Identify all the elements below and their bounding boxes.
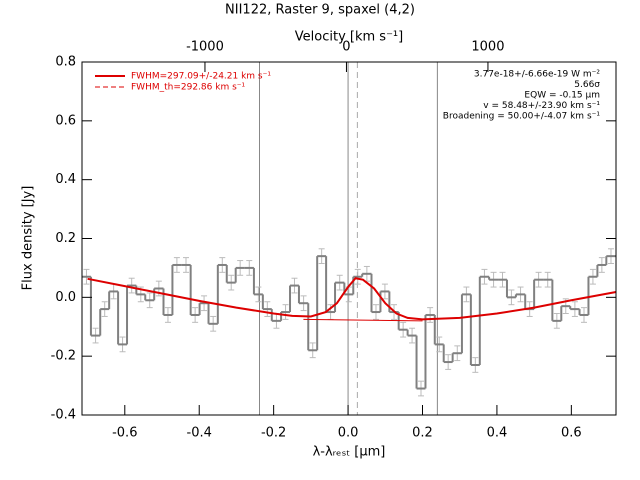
y-tick-label: 0.2 xyxy=(55,231,76,246)
x-tick-label: -0.2 xyxy=(261,426,286,441)
y-axis-label: Flux density [Jy] xyxy=(21,186,36,291)
chart-title: NII122, Raster 9, spaxel (4,2) xyxy=(225,3,415,18)
x-tick-label: -0.6 xyxy=(112,426,137,441)
annotation: 3.77e-18+/-6.66e-19 W m⁻² xyxy=(474,70,601,80)
x2-tick-label: 0 xyxy=(342,40,350,55)
legend-label: FWHM_th=292.86 km s⁻¹ xyxy=(131,83,246,93)
x-tick-label: -0.4 xyxy=(187,426,212,441)
x-tick-label: 0.4 xyxy=(487,426,508,441)
annotation: EQW = -0.15 μm xyxy=(524,91,600,101)
x-tick-label: 0.2 xyxy=(412,426,433,441)
x2-tick-label: 1000 xyxy=(471,40,504,55)
x2-axis-label: Velocity [km s⁻¹] xyxy=(295,30,403,45)
legend-label: FWHM=297.09+/-24.21 km s⁻¹ xyxy=(131,72,271,82)
y-tick-label: -0.2 xyxy=(51,349,76,364)
annotation: 5.66σ xyxy=(574,80,600,90)
y-tick-label: 0.8 xyxy=(55,55,76,70)
annotation: Broadening = 50.00+/-4.07 km s⁻¹ xyxy=(443,112,601,122)
fit-line xyxy=(87,277,617,321)
continuum-line xyxy=(303,318,423,322)
x-tick-label: 0.0 xyxy=(338,426,359,441)
annotation: v = 58.48+/-23.90 km s⁻¹ xyxy=(483,101,600,111)
x-axis-label: λ-λᵣₑₛₜ [μm] xyxy=(313,445,386,460)
y-tick-label: 0.4 xyxy=(55,172,76,187)
y-tick-label: 0.6 xyxy=(55,113,76,128)
y-tick-label: -0.4 xyxy=(51,408,76,423)
x2-tick-label: -1000 xyxy=(186,40,224,55)
x-tick-label: 0.6 xyxy=(561,426,582,441)
y-tick-label: 0.0 xyxy=(55,290,76,305)
